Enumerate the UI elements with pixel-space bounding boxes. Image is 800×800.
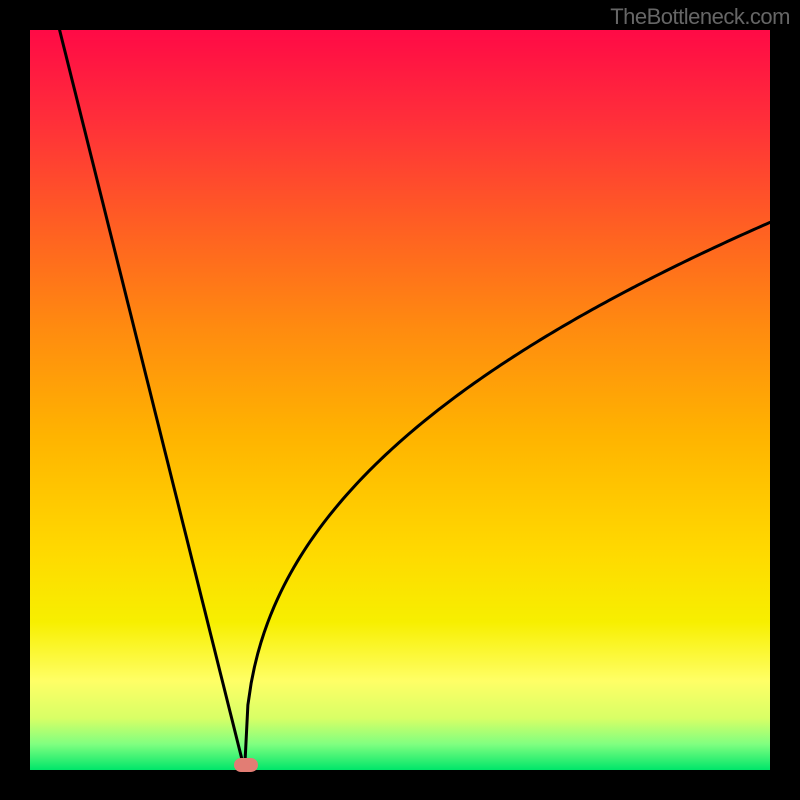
watermark-text: TheBottleneck.com	[610, 4, 790, 30]
plot-area	[30, 30, 770, 770]
chart-frame: TheBottleneck.com	[0, 0, 800, 800]
optimal-marker	[234, 758, 258, 772]
bottleneck-curve	[30, 30, 770, 770]
